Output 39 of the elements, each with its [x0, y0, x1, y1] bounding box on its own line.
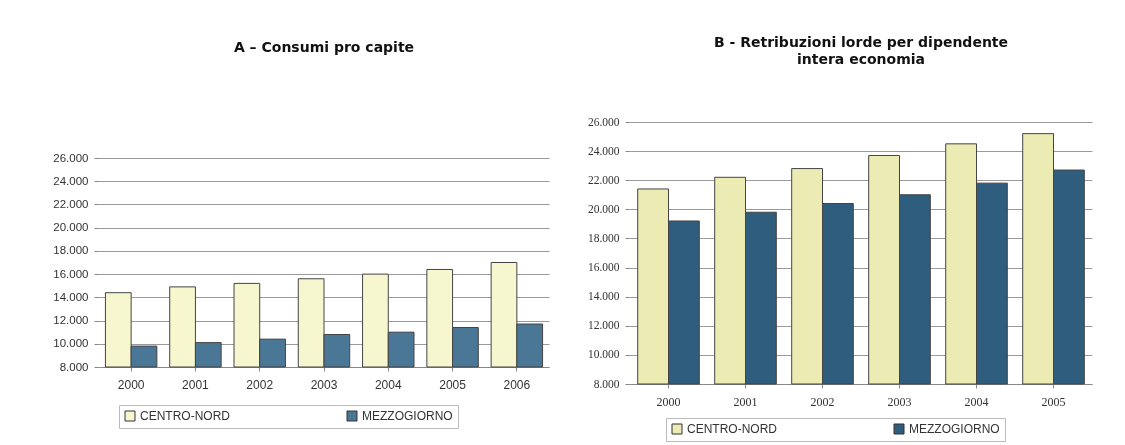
legend-label: MEZZOGIORNO [909, 422, 1000, 436]
y-tick-label: 26.000 [53, 151, 89, 164]
y-tick-label: 24.000 [587, 144, 620, 157]
y-tick-label: 22.000 [587, 173, 620, 186]
x-tick-label: 2000 [656, 394, 681, 409]
x-tick-label: 2001 [733, 394, 758, 409]
y-tick-label: 8.000 [593, 377, 620, 390]
y-tick-label: 14.000 [587, 290, 620, 303]
y-tick-label: 18.000 [53, 244, 89, 257]
y-tick-label: 8.000 [59, 360, 89, 373]
x-tick-label: 2005 [439, 377, 467, 392]
chart-title: A – Consumi pro capite [233, 39, 415, 55]
x-tick-label: 2000 [117, 377, 145, 392]
y-tick-label: 16.000 [53, 267, 89, 280]
y-tick-label: 10.000 [53, 337, 89, 350]
y-tick-label: 10.000 [587, 348, 620, 361]
y-tick-label: 18.000 [587, 231, 620, 244]
x-tick-label: 2003 [310, 377, 338, 392]
y-tick-label: 12.000 [53, 314, 89, 327]
x-tick-label: 2002 [810, 394, 835, 409]
y-tick-label: 12.000 [587, 319, 620, 332]
x-tick-label: 2003 [887, 394, 912, 409]
legend-label: CENTRO-NORD [687, 422, 778, 436]
y-tick-label: 14.000 [53, 290, 89, 303]
legend-label: CENTRO-NORD [140, 409, 231, 423]
x-tick-label: 2004 [964, 394, 989, 409]
y-tick-label: 26.000 [587, 115, 620, 128]
y-tick-label: 22.000 [53, 197, 89, 210]
x-tick-label: 2004 [374, 377, 402, 392]
chart-title: B - Retribuzioni lorde per dipendente intera economia [713, 34, 1009, 67]
y-tick-label: 16.000 [587, 261, 620, 274]
y-tick-label: 20.000 [53, 221, 89, 234]
x-tick-label: 2002 [246, 377, 274, 392]
x-tick-label: 2005 [1041, 394, 1066, 409]
legend-label: MEZZOGIORNO [362, 409, 453, 423]
y-tick-label: 24.000 [53, 174, 89, 187]
x-tick-label: 2001 [182, 377, 210, 392]
x-tick-label: 2006 [503, 377, 531, 392]
y-tick-label: 20.000 [587, 202, 620, 215]
